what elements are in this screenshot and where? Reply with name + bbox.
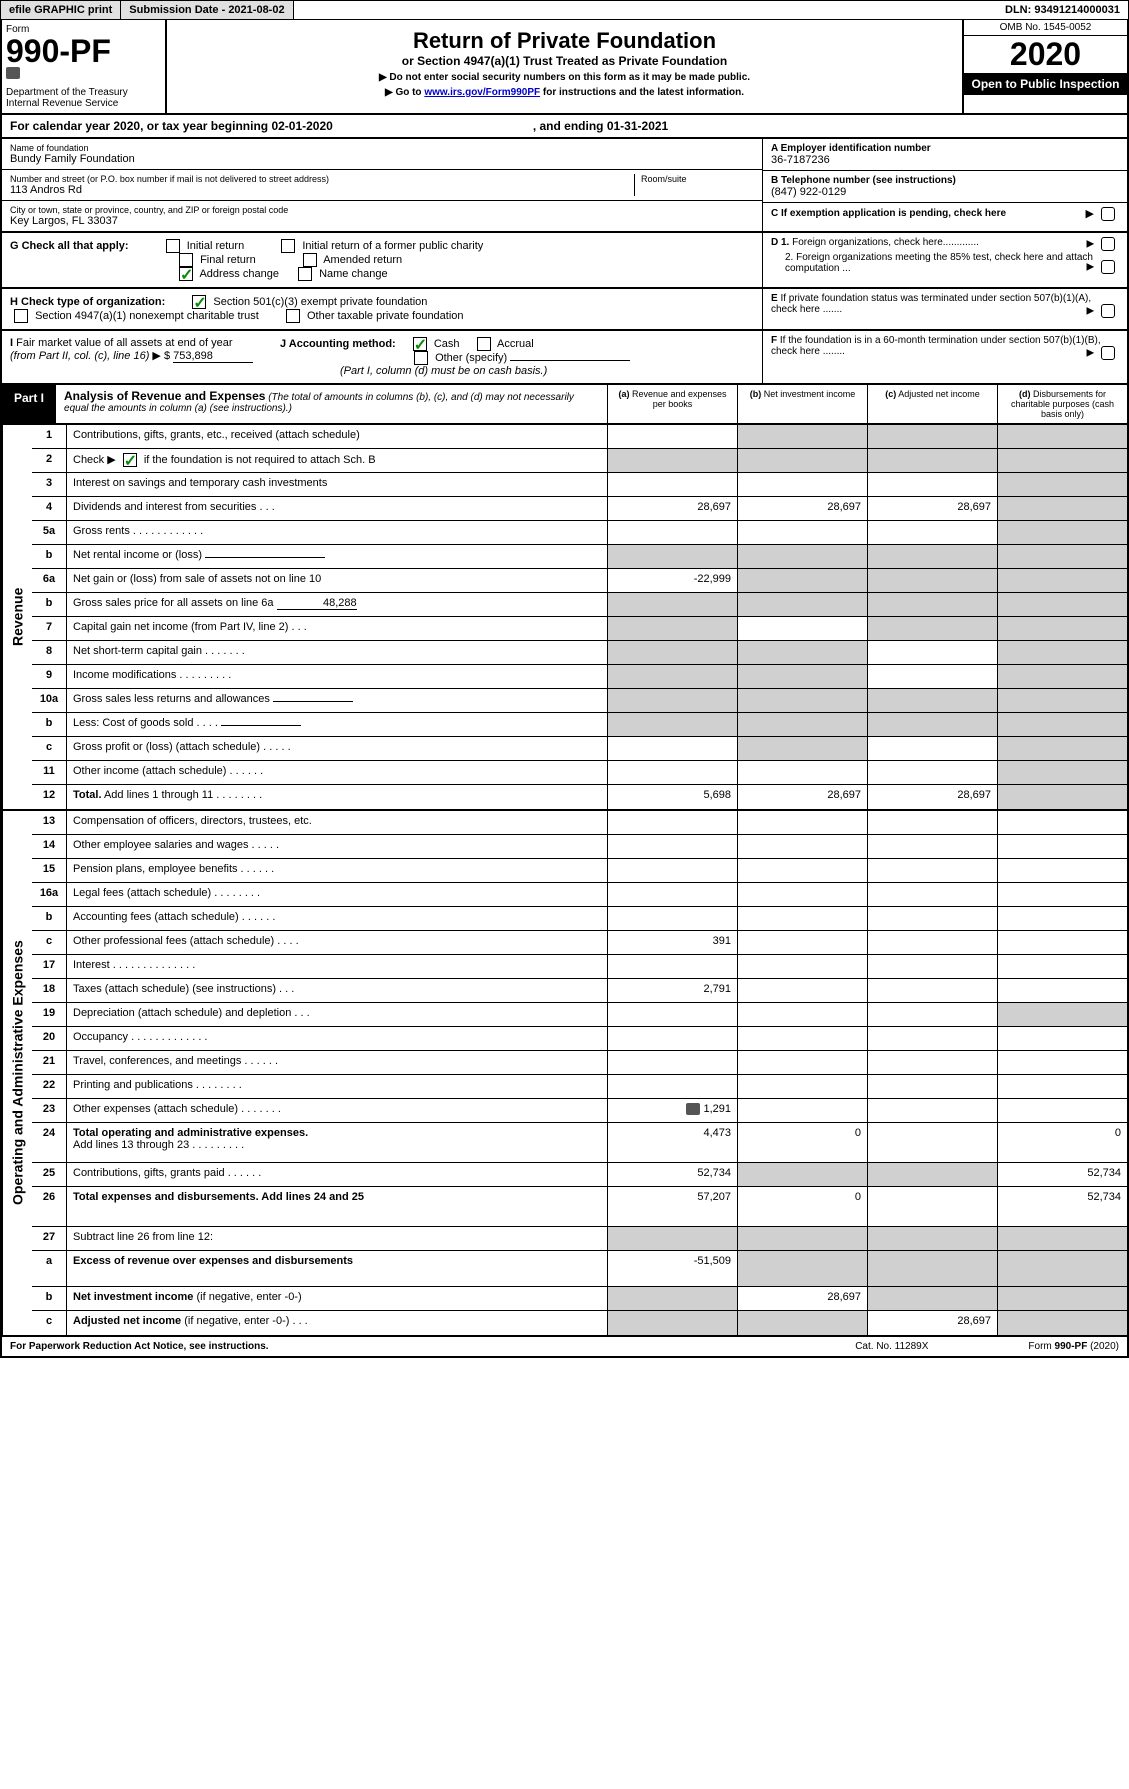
501c3-checkbox[interactable] [192, 295, 206, 309]
city-label: City or town, state or province, country… [10, 205, 754, 215]
omb-number: OMB No. 1545-0052 [964, 20, 1127, 36]
irs-link[interactable]: www.irs.gov/Form990PF [424, 87, 540, 98]
address: 113 Andros Rd [10, 184, 634, 196]
d2-label: 2. Foreign organizations meeting the 85%… [771, 252, 1119, 274]
ein-label: A Employer identification number [771, 143, 1119, 154]
calendar-begin: For calendar year 2020, or tax year begi… [10, 119, 333, 133]
section-ij-row: I Fair market value of all assets at end… [0, 331, 1129, 385]
revenue-table: Revenue 1Contributions, gifts, grants, e… [0, 425, 1129, 811]
col-c-header: (c) Adjusted net income [867, 385, 997, 423]
phone-label: B Telephone number (see instructions) [771, 175, 1119, 186]
d1-checkbox[interactable] [1101, 237, 1115, 251]
calendar-row: For calendar year 2020, or tax year begi… [0, 115, 1129, 139]
amended-return-checkbox[interactable] [303, 253, 317, 267]
calendar-end: , and ending 01-31-2021 [533, 119, 668, 133]
form-title: Return of Private Foundation [175, 28, 954, 54]
form-ref: Form 990-PF (2020) [1028, 1341, 1119, 1352]
submission-date-button[interactable]: Submission Date - 2021-08-02 [121, 1, 293, 19]
schb-checkbox[interactable] [123, 453, 137, 467]
other-method-checkbox[interactable] [414, 351, 428, 365]
attach-icon[interactable] [686, 1103, 700, 1115]
form-number: 990-PF [6, 35, 161, 67]
section-g-row: G Check all that apply: Initial return I… [0, 233, 1129, 289]
section-h-row: H Check type of organization: Section 50… [0, 289, 1129, 331]
d2-checkbox[interactable] [1101, 260, 1115, 274]
pending-label: C If exemption application is pending, c… [771, 208, 1006, 219]
part1-label: Part I [2, 385, 56, 423]
dln-label: DLN: 93491214000031 [997, 1, 1128, 19]
instruction-1: ▶ Do not enter social security numbers o… [175, 72, 954, 83]
expense-table: Operating and Administrative Expenses 13… [0, 811, 1129, 1337]
other-taxable-checkbox[interactable] [286, 309, 300, 323]
col-a-header: (a) Revenue and expenses per books [607, 385, 737, 423]
tax-year: 2020 [964, 36, 1127, 73]
paperwork-notice: For Paperwork Reduction Act Notice, see … [10, 1341, 269, 1352]
col-d-header: (d) Disbursements for charitable purpose… [997, 385, 1127, 423]
f-label: If the foundation is in a 60-month termi… [771, 335, 1101, 357]
addr-label: Number and street (or P.O. box number if… [10, 174, 634, 184]
foundation-name: Bundy Family Foundation [10, 153, 754, 165]
phone-value: (847) 922-0129 [771, 186, 1119, 198]
name-change-checkbox[interactable] [298, 267, 312, 281]
part1-title: Analysis of Revenue and Expenses [64, 389, 265, 403]
fmv-value: 753,898 [173, 350, 253, 363]
h-label: H Check type of organization: [10, 296, 165, 308]
col-b-header: (b) Net investment income [737, 385, 867, 423]
form-subtitle: or Section 4947(a)(1) Trust Treated as P… [175, 54, 954, 68]
4947-checkbox[interactable] [14, 309, 28, 323]
cat-no: Cat. No. 11289X [855, 1341, 928, 1352]
dept-label: Department of the Treasury Internal Reve… [6, 87, 161, 109]
j-label: J Accounting method: [280, 338, 396, 350]
form-header: Form 990-PF Department of the Treasury I… [0, 20, 1129, 115]
top-bar: efile GRAPHIC print Submission Date - 20… [0, 0, 1129, 20]
efile-print-button[interactable]: efile GRAPHIC print [1, 1, 121, 19]
initial-return-checkbox[interactable] [166, 239, 180, 253]
address-change-checkbox[interactable] [179, 267, 193, 281]
e-checkbox[interactable] [1101, 304, 1115, 318]
d1-label: D 1. Foreign organizations, check here..… [771, 237, 1119, 248]
expense-side-label: Operating and Administrative Expenses [2, 811, 32, 1335]
ein-value: 36-7187236 [771, 154, 1119, 166]
footer: For Paperwork Reduction Act Notice, see … [0, 1337, 1129, 1358]
info-grid: Name of foundation Bundy Family Foundati… [0, 139, 1129, 233]
name-label: Name of foundation [10, 143, 754, 153]
initial-former-checkbox[interactable] [281, 239, 295, 253]
f-checkbox[interactable] [1101, 346, 1115, 360]
e-label: If private foundation status was termina… [771, 293, 1091, 315]
pending-checkbox[interactable] [1101, 207, 1115, 221]
form-icon [6, 67, 20, 79]
cash-checkbox[interactable] [413, 337, 427, 351]
open-public-label: Open to Public Inspection [964, 73, 1127, 95]
instruction-2: ▶ Go to www.irs.gov/Form990PF for instru… [175, 87, 954, 98]
room-label: Room/suite [641, 174, 754, 184]
part1-header: Part I Analysis of Revenue and Expenses … [0, 385, 1129, 425]
revenue-side-label: Revenue [2, 425, 32, 809]
city: Key Largos, FL 33037 [10, 215, 754, 227]
g-label: G Check all that apply: [10, 240, 129, 252]
accrual-checkbox[interactable] [477, 337, 491, 351]
j-note: (Part I, column (d) must be on cash basi… [340, 365, 547, 377]
